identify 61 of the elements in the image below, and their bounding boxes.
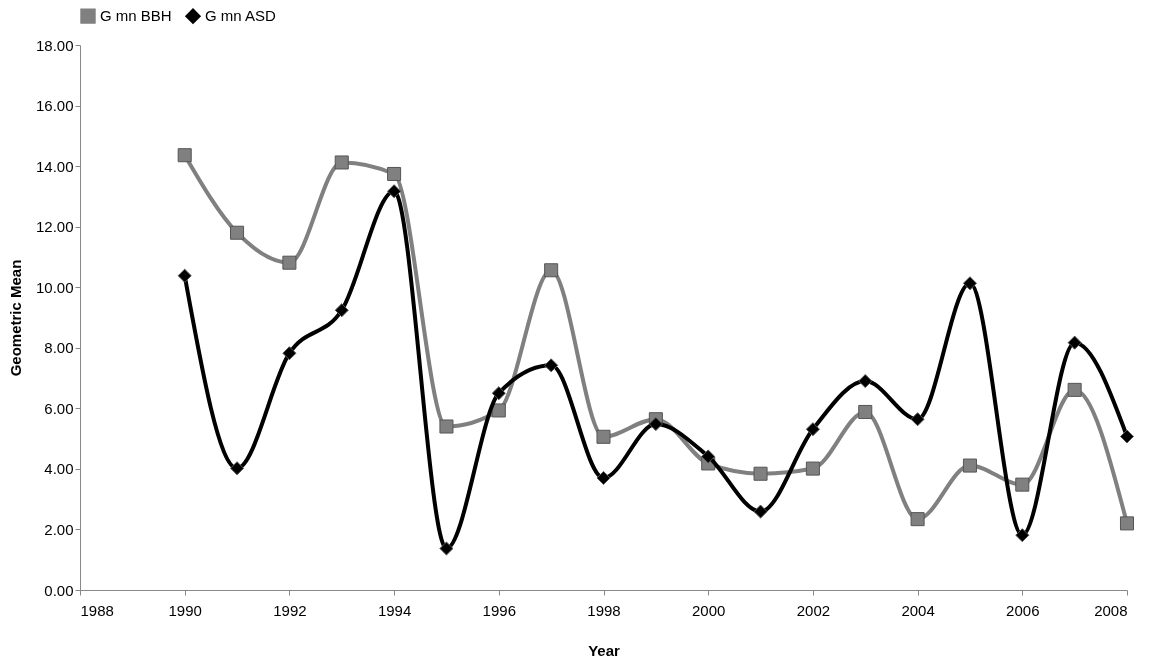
y-tick-label: 4.00 [44, 460, 74, 478]
point [1015, 528, 1030, 543]
y-tick-label: 14.00 [35, 157, 74, 175]
point [282, 255, 297, 270]
point [753, 466, 768, 481]
x-tick-label: 1990 [168, 601, 202, 619]
legend-label: G mn ASD [205, 7, 277, 25]
point [962, 458, 977, 473]
y-tick-label: 18.00 [35, 36, 74, 54]
point [701, 449, 716, 464]
point [230, 225, 245, 240]
point [544, 263, 559, 278]
x-tick-label: 1992 [273, 601, 307, 619]
point [230, 461, 245, 476]
x-tick-label: 2004 [901, 601, 935, 619]
point [491, 386, 506, 401]
point [177, 148, 192, 163]
x-tick-label: 2000 [692, 601, 726, 619]
x-tick-label: 2008 [1094, 601, 1128, 619]
x-tick-label: 1988 [80, 601, 114, 619]
x-tick-label: 1998 [587, 601, 621, 619]
point [387, 166, 402, 181]
point [439, 419, 454, 434]
point [544, 358, 559, 373]
point [805, 461, 820, 476]
y-tick-label: 16.00 [35, 97, 74, 115]
point [596, 470, 611, 485]
y-tick-label: 12.00 [35, 218, 74, 236]
point [491, 403, 506, 418]
point [596, 429, 611, 444]
y-tick-label: 0.00 [44, 581, 74, 599]
point [753, 504, 768, 519]
y-tick-label: 10.00 [35, 278, 74, 296]
point [1067, 382, 1082, 397]
x-axis-title: Year [588, 641, 621, 659]
point [910, 412, 925, 427]
point [1119, 429, 1135, 444]
y-tick-label: 2.00 [44, 520, 74, 538]
x-tick-label: 1996 [482, 601, 516, 619]
x-tick-label: 2002 [796, 601, 831, 619]
point [1067, 335, 1082, 350]
point [282, 346, 297, 361]
point [1015, 477, 1030, 492]
point [177, 268, 192, 283]
point [805, 422, 820, 437]
point [858, 404, 873, 419]
point [648, 417, 663, 432]
legend-label: G mn BBH [100, 7, 172, 25]
point [962, 276, 977, 291]
point [1119, 516, 1135, 531]
point [334, 155, 349, 170]
point [910, 512, 925, 527]
x-tick-label: 2006 [1006, 601, 1040, 619]
y-axis-title: Geometric Mean [6, 259, 24, 377]
point [858, 374, 873, 389]
point [334, 303, 349, 318]
y-tick-label: 8.00 [44, 339, 74, 357]
y-tick-label: 6.00 [44, 399, 74, 417]
x-tick-label: 1994 [377, 601, 412, 619]
point [387, 184, 402, 199]
point [439, 541, 454, 556]
